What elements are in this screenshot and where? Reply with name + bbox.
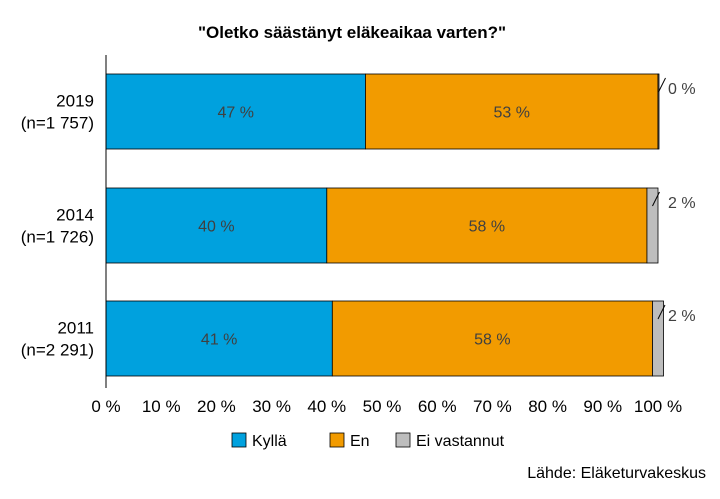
chart-title: "Oletko säästänyt eläkeaikaa varten?"	[198, 23, 506, 42]
category-label: 2019	[56, 92, 94, 111]
category-label: (n=1 726)	[21, 228, 94, 247]
data-label: 47 %	[217, 105, 253, 122]
bar-segment	[657, 73, 660, 150]
legend-label: En	[350, 433, 370, 450]
bar-segment	[105, 73, 366, 150]
legend-swatch	[395, 432, 411, 448]
leader-line	[658, 77, 666, 93]
x-tick-label: 40 %	[307, 397, 346, 416]
bar-segment	[105, 300, 333, 377]
data-label: 58 %	[474, 332, 510, 349]
x-tick-label: 20 %	[197, 397, 236, 416]
data-label: 40 %	[198, 219, 234, 236]
data-label: 41 %	[201, 332, 237, 349]
bar-segment	[326, 187, 648, 264]
bar-segment	[646, 187, 659, 264]
bar-segment	[331, 300, 653, 377]
legend-label: Ei vastannut	[416, 433, 505, 450]
data-label: 2 %	[668, 308, 696, 325]
x-tick-label: 10 %	[142, 397, 181, 416]
x-tick-label: 90 %	[583, 397, 622, 416]
x-axis-ticks: 0 % 10 % 20 % 30 % 40 % 50 % 60 % 70 % 80 % 90 % 1…	[91, 397, 682, 416]
legend-label: Kyllä	[252, 433, 287, 450]
data-label: 58 %	[469, 219, 505, 236]
data-label: 0 %	[668, 81, 696, 98]
source-note: Lähde: Eläketurvakeskus	[527, 465, 706, 482]
x-tick-label: 100 %	[634, 397, 682, 416]
data-label: 53 %	[493, 105, 529, 122]
x-tick-label: 80 %	[528, 397, 567, 416]
plot-area: 2019 (n=1 757) 47 % 53 % 0 % 2014 (n=1 726) 40 …	[21, 73, 696, 377]
bar-segment	[365, 73, 659, 150]
bar-segment	[105, 187, 328, 264]
bar-segment	[652, 300, 664, 377]
category-label: (n=1 757)	[21, 114, 94, 133]
category-label: 2014	[56, 206, 94, 225]
x-tick-label: 70 %	[473, 397, 512, 416]
leader-line	[657, 304, 666, 320]
leader-line	[652, 191, 660, 207]
x-tick-label: 0 %	[91, 397, 120, 416]
x-tick-label: 30 %	[252, 397, 291, 416]
legend-swatch	[329, 432, 345, 448]
legend-swatch	[231, 432, 247, 448]
x-tick-label: 50 %	[363, 397, 402, 416]
category-label: (n=2 291)	[21, 341, 94, 360]
category-label: 2011	[57, 319, 94, 338]
data-label: 2 %	[668, 195, 696, 212]
x-tick-label: 60 %	[418, 397, 457, 416]
legend: Kyllä En Ei vastannut	[231, 432, 505, 450]
